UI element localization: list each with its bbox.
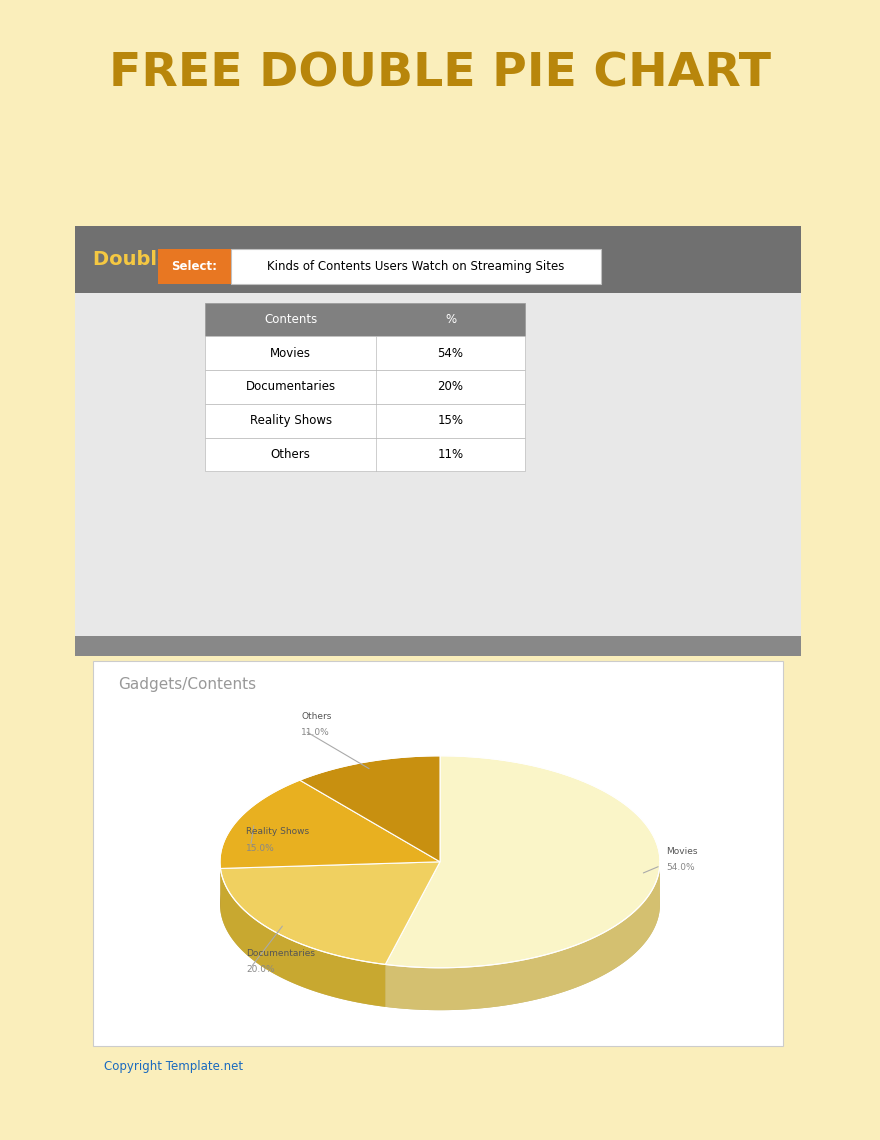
Text: Gadgets/Contents: Gadgets/Contents — [118, 677, 256, 692]
Polygon shape — [220, 798, 660, 1010]
FancyBboxPatch shape — [206, 336, 524, 370]
Polygon shape — [220, 862, 440, 964]
Text: 54%: 54% — [437, 347, 464, 360]
Text: Kinds of Contents Users Watch on Streaming Sites: Kinds of Contents Users Watch on Streami… — [268, 260, 565, 274]
Polygon shape — [220, 869, 385, 1007]
FancyBboxPatch shape — [206, 404, 524, 438]
Text: %: % — [445, 314, 456, 326]
Text: 15%: 15% — [437, 414, 464, 428]
Text: 15.0%: 15.0% — [246, 844, 275, 853]
Polygon shape — [385, 756, 660, 968]
FancyBboxPatch shape — [231, 250, 601, 284]
Text: Reality Shows: Reality Shows — [246, 828, 309, 837]
FancyBboxPatch shape — [75, 636, 801, 657]
Text: Copyright Template.net: Copyright Template.net — [104, 1060, 243, 1073]
FancyBboxPatch shape — [206, 370, 524, 404]
Polygon shape — [220, 780, 440, 869]
Text: Documentaries: Documentaries — [246, 381, 336, 393]
Text: Others: Others — [271, 448, 311, 461]
Text: Contents: Contents — [264, 314, 318, 326]
Text: Documentaries: Documentaries — [246, 948, 315, 958]
Polygon shape — [385, 863, 660, 1010]
FancyBboxPatch shape — [206, 438, 524, 471]
Text: 54.0%: 54.0% — [666, 863, 694, 872]
Text: Movies: Movies — [270, 347, 312, 360]
Text: Double Pie Chart: Double Pie Chart — [93, 250, 278, 269]
FancyBboxPatch shape — [206, 303, 524, 336]
FancyBboxPatch shape — [158, 250, 231, 284]
FancyBboxPatch shape — [93, 661, 782, 1047]
Text: Reality Shows: Reality Shows — [250, 414, 332, 428]
Text: 20%: 20% — [437, 381, 464, 393]
Text: 11.0%: 11.0% — [301, 728, 330, 738]
Text: Select:: Select: — [172, 260, 217, 274]
FancyBboxPatch shape — [75, 293, 801, 653]
FancyBboxPatch shape — [75, 226, 801, 293]
Polygon shape — [300, 756, 440, 862]
Text: Movies: Movies — [666, 847, 697, 856]
Text: 11%: 11% — [437, 448, 464, 461]
Text: FREE DOUBLE PIE CHART: FREE DOUBLE PIE CHART — [109, 51, 771, 97]
Text: 20.0%: 20.0% — [246, 966, 275, 975]
Text: Others: Others — [301, 711, 332, 720]
